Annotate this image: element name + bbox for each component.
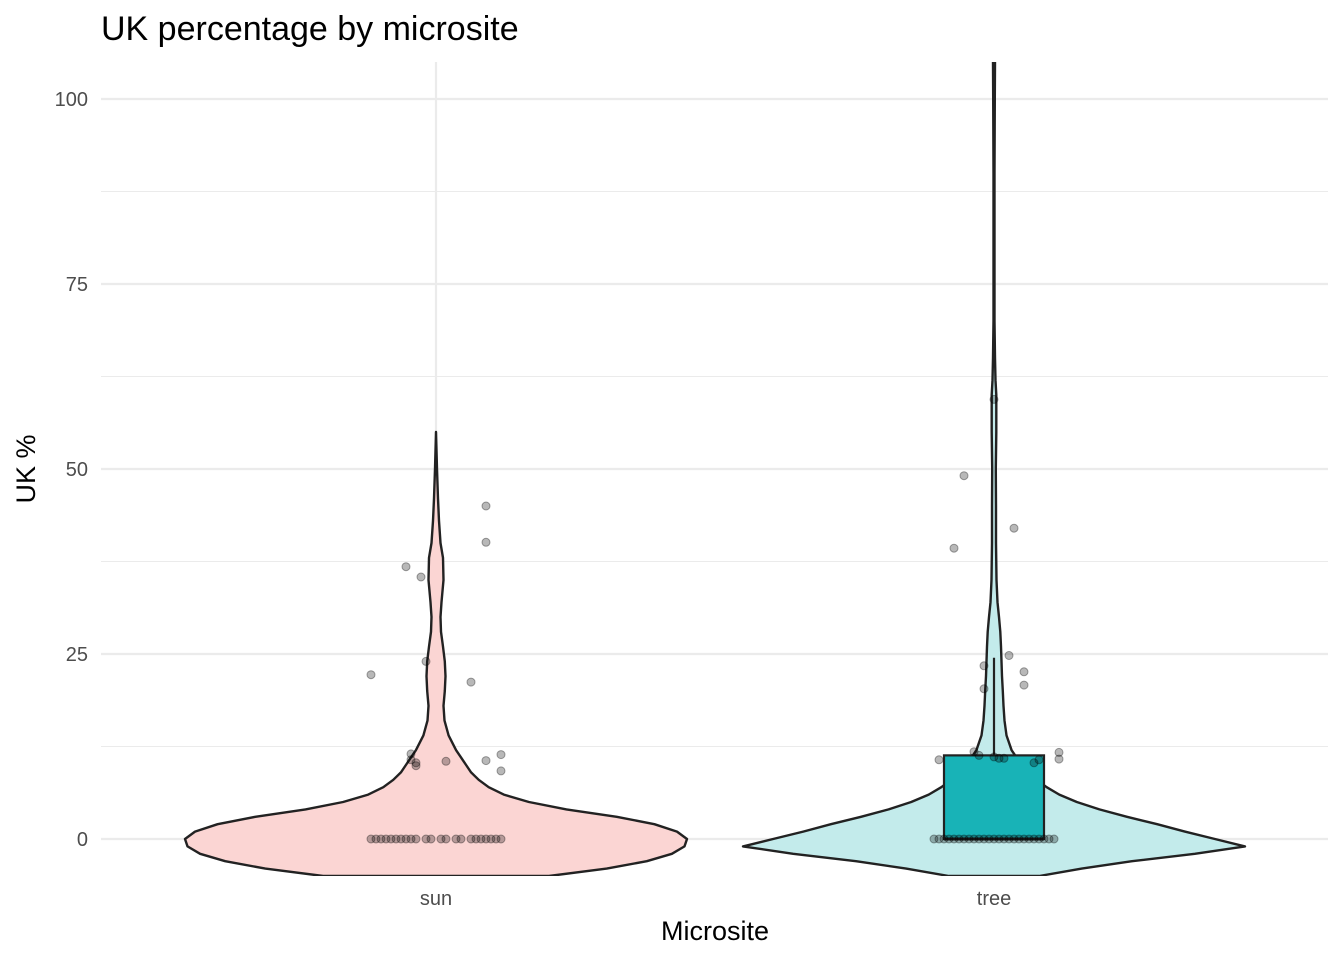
data-point-sun <box>476 834 486 844</box>
data-point-sun <box>451 834 461 844</box>
data-point-sun <box>401 834 411 844</box>
data-point-sun <box>391 834 401 844</box>
data-point-sun <box>386 834 396 844</box>
data-point-sun <box>421 834 431 844</box>
data-point-sun <box>496 834 506 844</box>
data-point-tree <box>1054 747 1064 757</box>
data-point-tree <box>949 834 959 844</box>
data-point-sun <box>381 834 391 844</box>
data-point-sun <box>436 834 446 844</box>
data-point-tree <box>949 543 959 553</box>
data-point-sun <box>481 834 491 844</box>
data-point-sun <box>411 758 421 768</box>
data-point-tree <box>999 753 1009 763</box>
x-axis-title: Microsite <box>661 916 769 946</box>
data-point-sun <box>366 834 376 844</box>
data-point-sun <box>411 834 421 844</box>
data-point-tree <box>979 661 989 671</box>
data-point-tree <box>974 750 984 760</box>
data-point-sun <box>466 834 476 844</box>
data-point-tree <box>1024 834 1034 844</box>
data-point-tree <box>969 834 979 844</box>
data-point-sun <box>366 670 376 680</box>
data-point-tree <box>974 834 984 844</box>
data-point-tree <box>959 834 969 844</box>
data-point-sun <box>471 834 481 844</box>
data-point-tree <box>1014 834 1024 844</box>
data-point-sun <box>481 501 491 511</box>
data-point-tree <box>934 755 944 765</box>
data-point-sun <box>396 834 406 844</box>
data-point-sun <box>426 834 436 844</box>
data-point-tree <box>984 834 994 844</box>
data-point-sun <box>416 572 426 582</box>
data-point-sun <box>481 537 491 547</box>
data-point-tree <box>994 753 1004 763</box>
data-point-tree <box>989 752 999 762</box>
data-point-tree <box>1019 680 1029 690</box>
data-point-sun <box>406 755 416 765</box>
data-point-tree <box>954 834 964 844</box>
data-point-tree <box>989 834 999 844</box>
data-point-tree <box>1054 754 1064 764</box>
data-points <box>366 394 1064 844</box>
data-point-sun <box>411 761 421 771</box>
data-point-tree <box>979 684 989 694</box>
data-point-sun <box>496 750 506 760</box>
data-point-tree <box>1029 834 1039 844</box>
box-tree <box>942 754 1046 841</box>
data-point-sun <box>376 834 386 844</box>
grid-lines <box>101 62 1328 876</box>
data-point-tree <box>1044 834 1054 844</box>
data-point-tree <box>1039 834 1049 844</box>
y-tick-label: 0 <box>77 829 88 851</box>
data-point-tree <box>964 834 974 844</box>
data-point-tree <box>1029 758 1039 768</box>
y-tick-label: 50 <box>66 459 88 481</box>
data-point-tree <box>1009 523 1019 533</box>
data-point-tree <box>1004 651 1014 660</box>
data-point-sun <box>491 834 501 844</box>
y-axis-title: UK % <box>11 434 41 503</box>
boxplots <box>942 657 1046 841</box>
y-tick-label: 25 <box>66 644 88 666</box>
data-point-tree <box>1004 834 1014 844</box>
y-tick-label: 100 <box>55 89 88 111</box>
chart-title: UK percentage by microsite <box>101 10 519 48</box>
data-point-sun <box>421 656 431 666</box>
data-point-tree <box>1034 834 1044 844</box>
data-point-sun <box>496 766 506 776</box>
data-point-sun <box>441 756 451 766</box>
data-point-tree <box>939 834 949 844</box>
violin-sun <box>183 430 689 876</box>
data-point-tree <box>999 834 1009 844</box>
data-point-tree <box>969 747 979 757</box>
data-point-tree <box>1049 834 1059 844</box>
x-tick-label-sun: sun <box>420 888 452 910</box>
data-point-sun <box>406 749 416 759</box>
data-point-tree <box>944 834 954 844</box>
data-point-sun <box>486 834 496 844</box>
data-point-sun <box>406 834 416 844</box>
data-point-tree <box>1009 834 1019 844</box>
data-point-tree <box>1019 667 1029 677</box>
data-point-tree <box>994 834 1004 844</box>
data-point-sun <box>401 562 411 572</box>
data-point-sun <box>441 834 451 844</box>
data-point-sun <box>456 834 466 844</box>
data-point-sun <box>481 756 491 766</box>
data-point-sun <box>466 677 476 687</box>
y-tick-label: 75 <box>66 274 88 296</box>
data-point-tree <box>959 471 969 481</box>
x-tick-label-tree: tree <box>977 888 1011 910</box>
data-point-tree <box>979 834 989 844</box>
data-point-tree <box>929 834 939 844</box>
axis-ticks: 0 25 50 75 100 sun tree <box>55 89 1012 910</box>
data-point-tree <box>934 834 944 844</box>
data-point-tree <box>1019 834 1029 844</box>
data-point-sun <box>371 834 381 844</box>
data-point-tree <box>1034 755 1044 765</box>
data-point-tree <box>989 394 999 404</box>
